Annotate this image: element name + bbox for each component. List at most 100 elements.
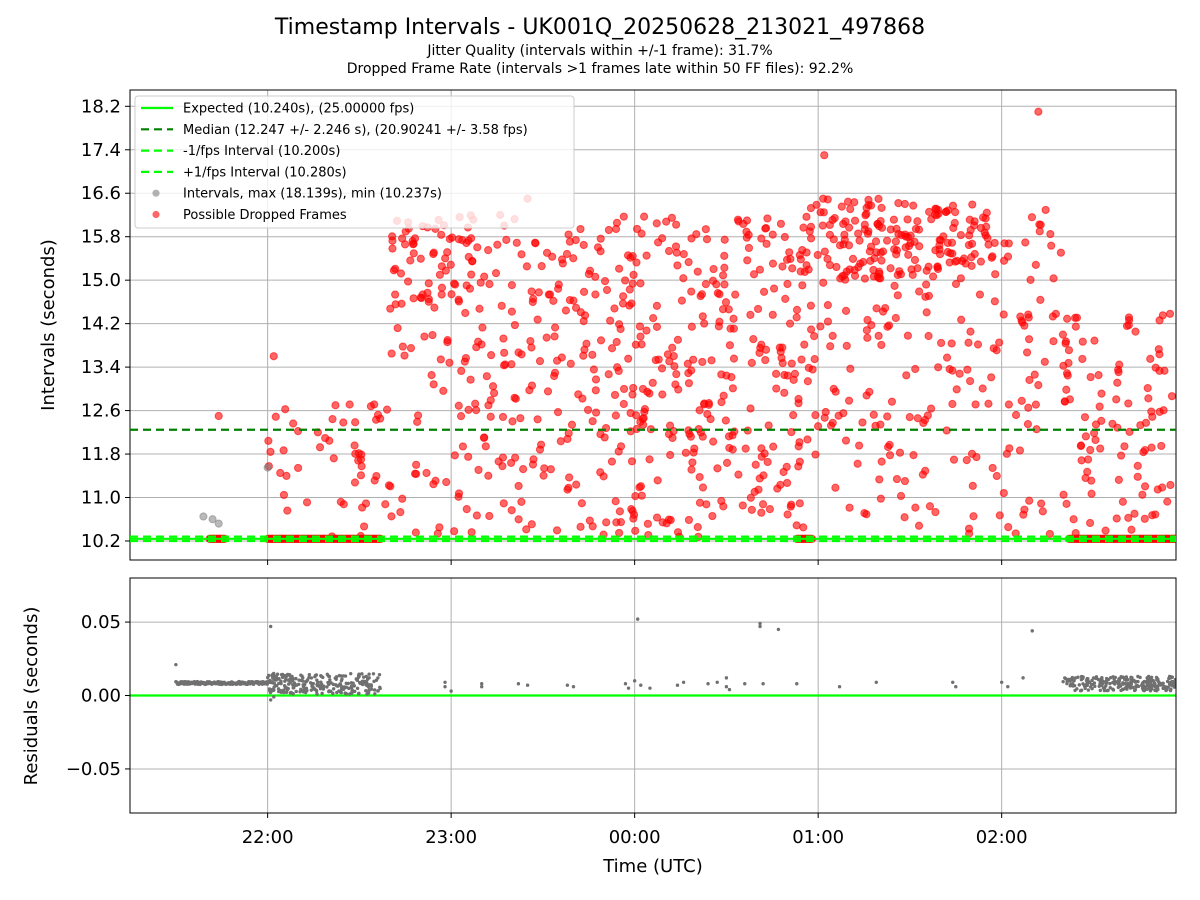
dropped-frame-point bbox=[411, 528, 420, 537]
dropped-frame-point bbox=[1004, 400, 1013, 409]
dropped-frame-point bbox=[1081, 432, 1090, 441]
dropped-frame-point bbox=[329, 454, 338, 463]
dropped-frame-point bbox=[883, 442, 893, 452]
residual-point bbox=[1117, 679, 1121, 683]
residual-point bbox=[761, 682, 765, 686]
dropped-frame-point bbox=[409, 239, 418, 248]
dropped-frame-point bbox=[894, 229, 903, 239]
dropped-frame-point bbox=[1025, 375, 1034, 385]
residual-point bbox=[309, 676, 314, 680]
dropped-frame-point bbox=[721, 298, 731, 307]
dropped-frame-point bbox=[776, 219, 786, 228]
dropped-frame-point bbox=[702, 500, 711, 509]
residual-point bbox=[1075, 687, 1079, 691]
dropped-frame-point bbox=[863, 333, 872, 342]
dropped-frame-point bbox=[482, 372, 491, 381]
dropped-frame-point bbox=[668, 433, 677, 443]
dropped-frame-point bbox=[489, 388, 499, 398]
dropped-frame-point bbox=[652, 301, 662, 311]
residual-point bbox=[279, 679, 283, 683]
residual-point bbox=[174, 662, 178, 667]
dropped-frame-point bbox=[589, 365, 598, 374]
dropped-frame-point bbox=[934, 209, 943, 218]
dropped-frame-point bbox=[429, 380, 438, 389]
residual-point bbox=[320, 691, 324, 696]
residual-point bbox=[1089, 682, 1094, 687]
residual-point bbox=[1165, 679, 1170, 684]
dropped-frame-point bbox=[886, 264, 895, 273]
dropped-frame-point bbox=[500, 348, 509, 357]
residual-point bbox=[758, 624, 762, 629]
dropped-frame-point bbox=[652, 322, 662, 331]
residual-point bbox=[1006, 684, 1010, 689]
dropped-frame-point bbox=[1120, 442, 1129, 451]
dropped-frame-point bbox=[783, 279, 792, 289]
dropped-frame-point bbox=[481, 442, 490, 451]
legend-label: +1/fps Interval (10.280s) bbox=[183, 165, 347, 180]
dropped-frame-point bbox=[970, 217, 979, 226]
dropped-frame-point bbox=[279, 490, 289, 500]
residual-point bbox=[344, 692, 349, 696]
dropped-frame-point bbox=[271, 412, 280, 421]
dropped-frame-point bbox=[845, 503, 854, 512]
dropped-frame-point bbox=[810, 355, 819, 364]
dropped-frame-point bbox=[761, 345, 771, 354]
dropped-frame-point bbox=[458, 236, 467, 245]
dropped-frame-point bbox=[454, 401, 463, 410]
dropped-frame-point bbox=[653, 476, 662, 485]
dropped-frame-point bbox=[396, 269, 406, 278]
x-tick-label: 00:00 bbox=[609, 827, 661, 848]
dropped-frame-point bbox=[612, 518, 621, 527]
dropped-frame-point bbox=[596, 247, 605, 256]
residual-point bbox=[377, 672, 382, 677]
dropped-frame-point bbox=[619, 292, 628, 301]
dropped-frame-point bbox=[638, 414, 647, 423]
dropped-frame-point bbox=[923, 411, 932, 420]
dropped-frame-point bbox=[283, 506, 292, 515]
dropped-frame-point bbox=[844, 396, 854, 405]
residual-point bbox=[335, 684, 339, 688]
dropped-frame-point bbox=[281, 405, 290, 414]
dropped-frame-point bbox=[854, 263, 863, 272]
dropped-frame-point bbox=[445, 358, 454, 367]
dropped-frame-point bbox=[556, 437, 565, 446]
dropped-frame-point bbox=[631, 411, 641, 420]
dropped-frame-point bbox=[569, 296, 578, 305]
top-y-tick-label: 13.4 bbox=[81, 357, 121, 378]
residual-point bbox=[639, 683, 643, 687]
dropped-frame-point bbox=[545, 290, 555, 299]
dropped-frame-point bbox=[882, 236, 892, 245]
dropped-frame-point bbox=[962, 456, 971, 465]
dropped-frame-point bbox=[1095, 402, 1104, 411]
top-plot-frame bbox=[129, 89, 1177, 561]
dropped-frame-point bbox=[636, 279, 645, 288]
legend-label: Expected (10.240s), (25.00000 fps) bbox=[183, 102, 414, 117]
residual-point bbox=[291, 691, 295, 696]
dropped-frame-point bbox=[688, 458, 697, 467]
dropped-frame-point bbox=[1127, 525, 1136, 534]
dropped-frame-point bbox=[631, 340, 641, 349]
residual-point bbox=[1076, 675, 1080, 679]
dropped-frame-point bbox=[763, 457, 772, 467]
dropped-frame-point bbox=[831, 483, 840, 492]
residual-point bbox=[1116, 685, 1121, 690]
dropped-frame-point bbox=[511, 394, 520, 403]
dropped-frame-point bbox=[845, 223, 854, 232]
dropped-frame-point bbox=[563, 434, 572, 444]
dropped-frame-point bbox=[370, 476, 379, 485]
residual-point bbox=[355, 686, 360, 691]
dropped-frame-point bbox=[1124, 513, 1133, 522]
dropped-frame-point bbox=[858, 418, 867, 427]
dropped-frame-point bbox=[441, 266, 451, 275]
residual-point bbox=[315, 678, 319, 682]
residual-point bbox=[648, 686, 652, 690]
dropped-frame-point bbox=[514, 348, 523, 357]
dropped-frame-point bbox=[746, 493, 755, 502]
dropped-frame-point bbox=[1085, 518, 1095, 528]
dropped-frame-point bbox=[632, 258, 641, 267]
dropped-frame-point bbox=[724, 432, 734, 441]
dropped-frame-point bbox=[820, 247, 829, 256]
residual-point bbox=[294, 676, 298, 681]
dropped-frame-point bbox=[957, 315, 966, 324]
bottom-x-axis: 22:00 23:00 00:00 01:00 02:00 bbox=[242, 813, 1028, 848]
